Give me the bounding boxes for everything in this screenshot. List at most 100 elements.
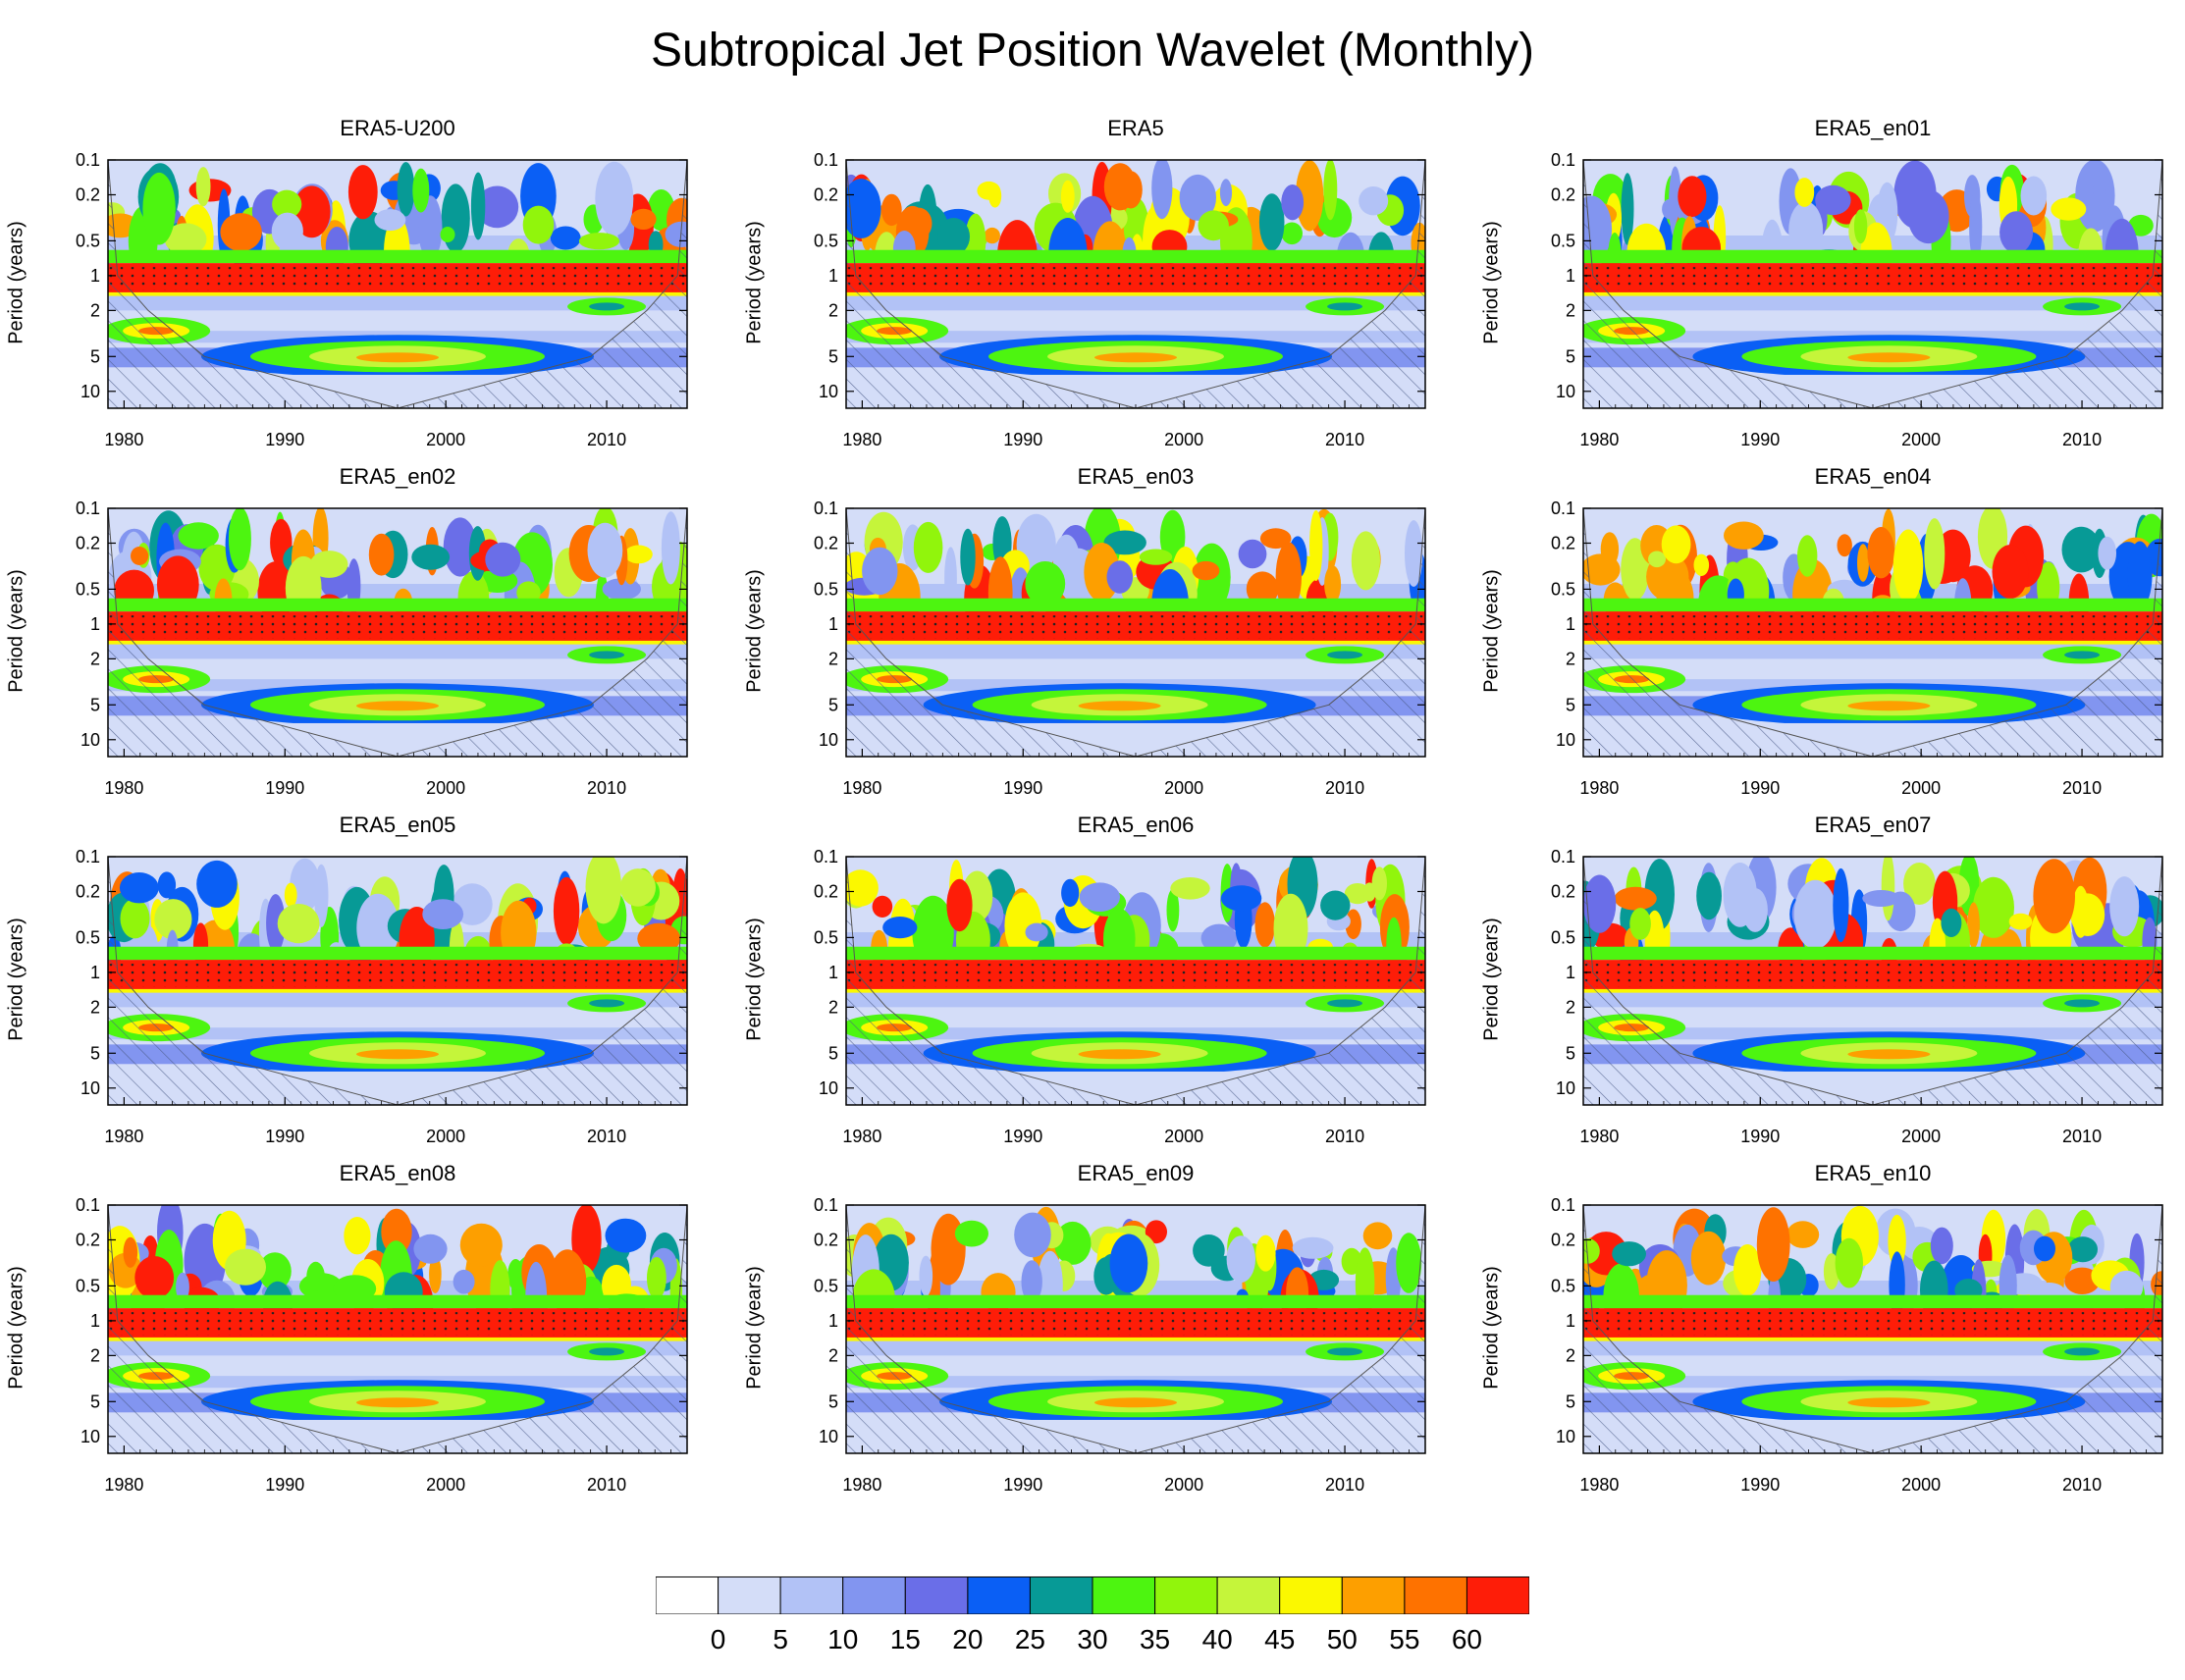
- y-tick-label: 5: [90, 346, 100, 366]
- power-blob: [1903, 863, 1936, 905]
- power-blob: [314, 864, 329, 927]
- wavelet-field: [846, 857, 1425, 1105]
- power-blob: [1014, 1212, 1051, 1258]
- y-tick-label: 5: [828, 695, 838, 714]
- power-blob: [1867, 527, 1895, 579]
- power-blob: [872, 895, 893, 918]
- x-tick-label: 1990: [1003, 1127, 1042, 1146]
- power-blob: [1629, 908, 1651, 940]
- power-blob: [178, 522, 219, 550]
- wavelet-field: [1583, 508, 2162, 757]
- y-tick-label: 0.5: [814, 231, 838, 250]
- cone-of-influence: [108, 160, 687, 408]
- power-blob: [1275, 542, 1302, 612]
- power-blob: [1583, 874, 1617, 933]
- wavelet-panel: ERA5_en10 Period (years) 0.1 0.2 0.5 1 2 5 10 198…: [1475, 1161, 2185, 1495]
- y-tick-label: 0.5: [1551, 579, 1575, 599]
- power-blob: [1892, 529, 1924, 604]
- colorbar-box: [842, 1576, 906, 1614]
- y-tick-label: 2: [828, 997, 838, 1017]
- power-blob: [1881, 857, 1895, 921]
- wavelet-panel: ERA5 Period (years) 0.1 0.2 0.5 1 2 5 10 1980 1990…: [738, 116, 1465, 449]
- power-blob: [1106, 560, 1134, 594]
- x-tick-label: 1980: [842, 778, 881, 798]
- x-tick-label: 1980: [1579, 1475, 1619, 1495]
- power-blob: [411, 544, 451, 570]
- colorbar-label: 15: [889, 1624, 921, 1654]
- y-tick-label: 10: [1556, 1078, 1575, 1098]
- power-blob: [1786, 1221, 1820, 1248]
- x-tick-label: 1990: [1003, 778, 1042, 798]
- power-blob: [624, 545, 653, 564]
- power-blob: [630, 208, 657, 230]
- wavelet-field: [108, 1205, 687, 1453]
- colorbar-label: 5: [773, 1624, 788, 1654]
- cone-of-influence: [846, 1205, 1425, 1453]
- x-tick-label: 1990: [1003, 430, 1042, 449]
- power-blob: [1857, 544, 1869, 582]
- colorbar-label: 20: [952, 1624, 984, 1654]
- x-tick-label: 1990: [1740, 1127, 1780, 1146]
- power-blob: [882, 917, 918, 939]
- y-tick-label: 0.5: [76, 579, 100, 599]
- y-tick-label: 1: [1566, 614, 1575, 634]
- power-blob: [164, 223, 207, 255]
- power-blob: [977, 181, 1001, 200]
- power-blob: [1723, 863, 1757, 927]
- power-blob: [960, 528, 976, 586]
- power-blob: [1258, 193, 1285, 251]
- power-blob: [1309, 510, 1323, 581]
- colorbar-boxes: [656, 1576, 1529, 1614]
- power-blob: [1648, 551, 1666, 568]
- cone-of-influence: [846, 160, 1425, 408]
- wavelet-field: [108, 160, 687, 408]
- x-tick-label: 2000: [1901, 430, 1941, 449]
- colorbar-label: 10: [827, 1624, 859, 1654]
- wavelet-panel: ERA5_en01 Period (years) 0.1 0.2 0.5 1 2 5 10 198…: [1475, 116, 2185, 449]
- power-blob: [225, 1248, 266, 1286]
- y-tick-label: 0.5: [1551, 231, 1575, 250]
- y-tick-label: 2: [828, 300, 838, 320]
- colorbar-box: [656, 1576, 719, 1614]
- y-tick-label: 2: [90, 300, 100, 320]
- power-blob: [397, 162, 415, 217]
- x-tick-label: 2000: [426, 1475, 465, 1495]
- power-blob: [1054, 1221, 1092, 1265]
- power-blob: [550, 226, 581, 250]
- power-blob: [2008, 913, 2033, 930]
- power-blob: [418, 195, 443, 260]
- wavelet-plot: 0.1 0.2 0.5 1 2 5 10 1980 1990 2000 2010: [76, 1195, 688, 1495]
- power-blob: [1756, 1207, 1790, 1282]
- power-blob: [2067, 1236, 2098, 1263]
- power-blob: [1837, 534, 1852, 557]
- wavelet-panel: ERA5-U200 Period (years) 0.1 0.2 0.5 1 2 5 10 198…: [0, 116, 726, 449]
- y-tick-label: 1: [828, 614, 838, 634]
- power-blob: [2128, 214, 2154, 236]
- power-blob: [443, 517, 477, 577]
- power-blob: [1166, 888, 1180, 932]
- y-tick-label: 10: [1556, 382, 1575, 401]
- power-blob: [1793, 879, 1838, 950]
- power-blob: [1696, 871, 1722, 920]
- power-blob: [585, 857, 622, 924]
- colorbar-label: 25: [1014, 1624, 1045, 1654]
- power-blob: [1999, 211, 2034, 254]
- colorbar-box: [718, 1576, 781, 1614]
- x-tick-label: 2000: [1901, 778, 1941, 798]
- y-tick-label: 2: [1566, 1345, 1575, 1365]
- power-blob: [1661, 525, 1691, 564]
- power-blob: [272, 189, 302, 219]
- power-blob: [1179, 174, 1216, 221]
- power-blob: [1797, 535, 1818, 577]
- power-blob: [1320, 890, 1351, 920]
- x-tick-label: 2000: [426, 1127, 465, 1146]
- power-blob: [1362, 1222, 1393, 1250]
- power-blob: [944, 547, 957, 610]
- wavelet-field: [846, 508, 1425, 757]
- x-tick-label: 1980: [1579, 430, 1619, 449]
- y-tick-label: 10: [819, 1427, 838, 1446]
- colorbar-box: [1092, 1576, 1156, 1614]
- power-blob: [1359, 186, 1389, 216]
- power-blob: [1151, 160, 1173, 220]
- power-blob: [1621, 173, 1634, 245]
